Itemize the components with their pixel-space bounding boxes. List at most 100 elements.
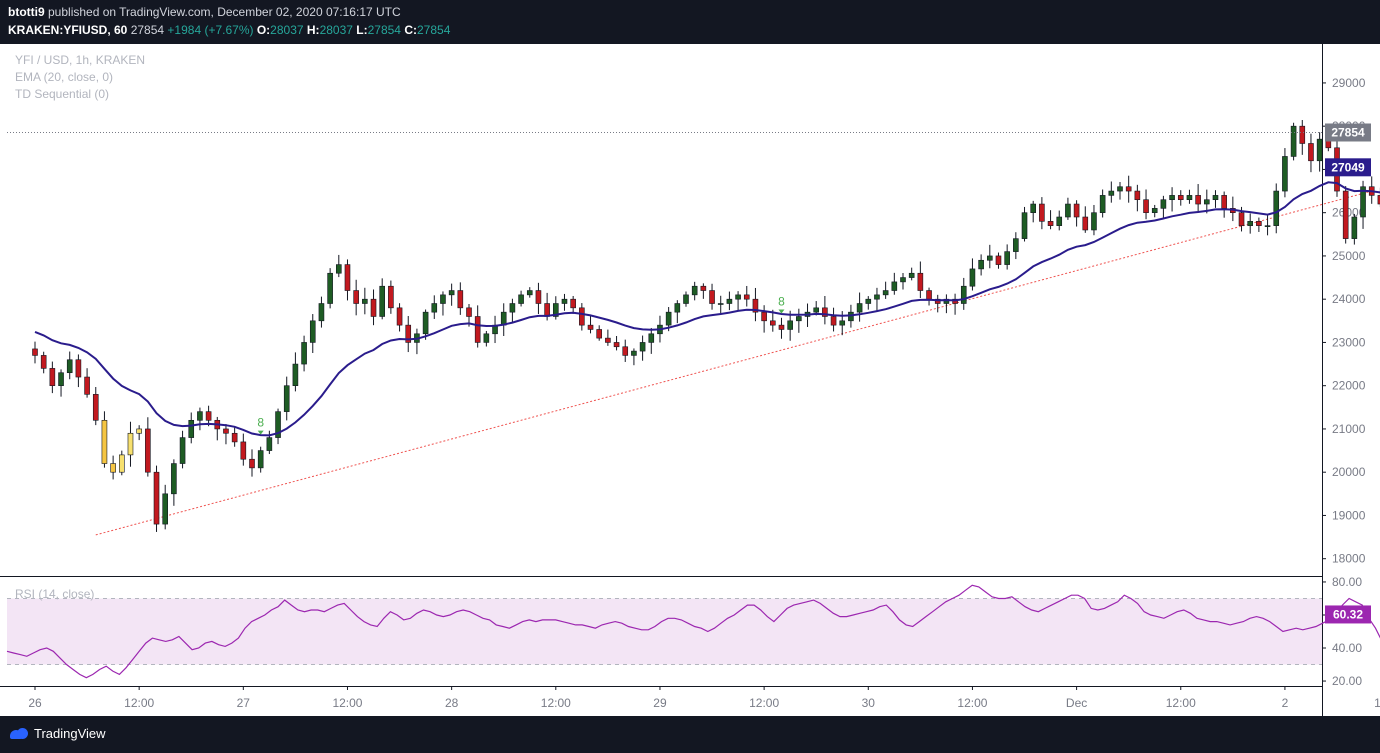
- candle-body: [1204, 199, 1210, 205]
- low-label: L:: [356, 23, 368, 37]
- candle-body: [136, 428, 142, 434]
- time-tick-label: 30: [862, 696, 876, 710]
- candle-body: [49, 368, 56, 386]
- candle-body: [1186, 195, 1193, 201]
- candle-body: [1047, 221, 1054, 226]
- price-tick-label: 21000: [1332, 422, 1366, 436]
- time-tick-label: 27: [237, 696, 251, 710]
- candle-body: [483, 333, 490, 343]
- candle-body: [275, 411, 281, 438]
- candle-body: [665, 311, 672, 326]
- candle-body: [1117, 186, 1123, 192]
- candle-body: [969, 268, 976, 287]
- candle-body: [1351, 216, 1358, 239]
- candle-body: [179, 437, 186, 464]
- author-name[interactable]: btotti9: [8, 5, 45, 19]
- candle-body: [1151, 208, 1158, 213]
- candle-body: [40, 355, 47, 369]
- time-tick-label: 28: [445, 696, 459, 710]
- candle-body: [379, 285, 386, 317]
- candle-body: [978, 259, 984, 270]
- low-value: 27854: [367, 23, 401, 37]
- candle-body: [865, 298, 872, 304]
- candle-body: [526, 290, 533, 296]
- price-tick-label: 29000: [1332, 76, 1366, 90]
- candle-body: [934, 298, 941, 304]
- time-tick-label: 12:00: [1166, 696, 1196, 710]
- candle-body: [92, 394, 99, 421]
- candle-body: [448, 290, 455, 296]
- rsi-tick-label: 80.00: [1332, 575, 1362, 589]
- candle-body: [119, 454, 125, 473]
- candle-body: [1073, 203, 1080, 218]
- candle-body: [830, 316, 837, 326]
- candle-body: [1360, 186, 1366, 218]
- candle-body: [787, 320, 793, 330]
- candle-body: [145, 428, 151, 473]
- candle-body: [257, 450, 264, 469]
- candle-body: [249, 458, 255, 469]
- high-value: 28037: [319, 23, 353, 37]
- publish-date: published on TradingView.com, December 0…: [48, 5, 401, 19]
- candle-body: [32, 348, 38, 356]
- candle-body: [691, 285, 698, 296]
- candle-body: [796, 316, 802, 322]
- candle-body: [917, 272, 924, 291]
- tradingview-logo[interactable]: TradingView: [10, 726, 106, 741]
- time-tick-label: 29: [653, 696, 667, 710]
- chart-area[interactable]: 18000 19000 20000 21000 22000 23000 24000 25000…: [0, 44, 1380, 716]
- high-label: H:: [306, 23, 320, 37]
- rsi-tick-label: 40.00: [1332, 641, 1362, 655]
- ema-price-tag: [1325, 158, 1371, 177]
- candle-body: [162, 493, 168, 525]
- candle-body: [1195, 195, 1201, 205]
- candle-body: [101, 419, 108, 464]
- candle-body: [283, 385, 290, 412]
- candle-body: [1125, 186, 1132, 192]
- candle-body: [1212, 195, 1219, 201]
- support-trendline[interactable]: [95, 190, 1372, 536]
- candle-body: [318, 303, 325, 322]
- candle-body: [301, 342, 307, 365]
- candle-body: [735, 294, 741, 300]
- candle-body: [205, 411, 212, 421]
- candle-body: [1238, 212, 1245, 226]
- candle-body: [1316, 138, 1323, 162]
- candle-body: [900, 277, 906, 283]
- rsi-legend: RSI (14, close): [15, 587, 95, 601]
- time-tick-label: 12:00: [1374, 696, 1380, 710]
- ema-line: [34, 181, 1380, 437]
- candle-body: [761, 311, 767, 322]
- rsi-tick-label: 20.00: [1332, 674, 1362, 688]
- time-tick-label: 12:00: [957, 696, 987, 710]
- price-tick-label: 25000: [1332, 249, 1366, 263]
- price-tick-label: 22000: [1332, 379, 1366, 393]
- candle-body: [84, 376, 90, 395]
- symbol-info: KRAKEN:YFIUSD, 60 27854 +1984 (+7.67%) O…: [8, 23, 450, 37]
- candle-body: [1160, 199, 1167, 209]
- candle-body: [1134, 190, 1141, 201]
- candle-body: [292, 363, 299, 386]
- ema-price-tag-label: 27049: [1331, 160, 1365, 174]
- rsi-value-tag-label: 60.32: [1333, 607, 1363, 621]
- candle-body: [440, 294, 446, 304]
- candle-body: [1169, 195, 1175, 201]
- price-chart-svg[interactable]: 18000 19000 20000 21000 22000 23000 24000 25000…: [0, 44, 1380, 716]
- candle-body: [457, 290, 464, 309]
- candle-body: [370, 298, 377, 317]
- candle-body: [622, 346, 629, 356]
- candle-body: [960, 285, 967, 304]
- candle-body: [110, 463, 116, 473]
- candle-body: [848, 311, 854, 322]
- candle-body: [995, 255, 1002, 265]
- candle-body: [631, 350, 637, 356]
- publish-header: btotti9 published on TradingView.com, De…: [0, 0, 1380, 44]
- close-label: C:: [404, 23, 417, 37]
- candle-body: [882, 290, 889, 296]
- candle-body: [1004, 251, 1010, 265]
- candle-body: [752, 298, 759, 313]
- footer-bar: TradingView: [0, 716, 1380, 753]
- candle-body: [726, 298, 733, 304]
- candle-body: [986, 255, 993, 261]
- rsi-line: [6, 584, 1380, 679]
